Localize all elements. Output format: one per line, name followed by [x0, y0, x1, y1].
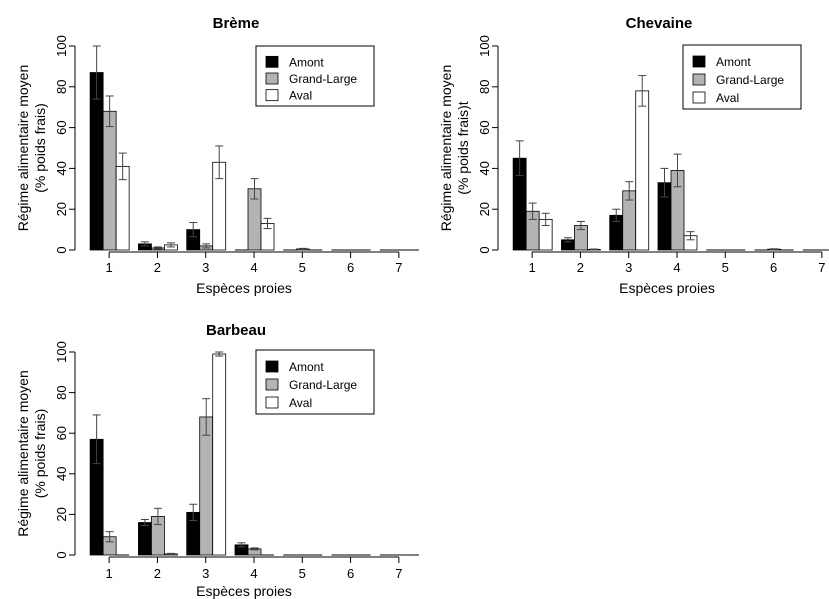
legend-swatch [265, 360, 279, 373]
x-tick-label: 1 [529, 260, 536, 275]
x-axis-label: Espèces proies [196, 583, 292, 599]
legend-swatch [692, 73, 706, 86]
x-tick-label: 7 [395, 260, 402, 275]
x-tick-label: 2 [154, 260, 161, 275]
x-tick-label: 3 [625, 260, 632, 275]
legend-label: Grand-Large [289, 378, 357, 392]
x-tick-label: 3 [202, 260, 209, 275]
x-tick-label: 1 [106, 566, 113, 581]
chart-title: Brème [213, 15, 260, 32]
x-tick-label: 2 [154, 566, 161, 581]
y-tick-label: 0 [54, 246, 69, 253]
x-axis-label: Espèces proies [196, 280, 292, 296]
legend-swatch [265, 89, 279, 102]
legend-label: Grand-Large [716, 73, 784, 87]
y-tick-label: 0 [54, 551, 69, 558]
bar [635, 90, 650, 251]
y-tick-label: 100 [54, 35, 69, 57]
x-tick-label: 5 [299, 260, 306, 275]
chart-panel: Barbeau 0 20 40 60 80 100 1 2 3 4 5 6 7 Espèces proies… [15, 322, 419, 599]
y-tick-label: 80 [477, 80, 492, 94]
legend-label: Aval [289, 89, 312, 103]
y-axis-label: Régime alimentaire moyen [15, 370, 31, 537]
x-tick-label: 4 [673, 260, 680, 275]
x-tick-label: 6 [347, 260, 354, 275]
bar [138, 522, 152, 556]
x-tick-label: 1 [106, 260, 113, 275]
y-axis-label: Régime alimentaire moyen [15, 65, 31, 232]
legend-label: Amont [289, 360, 324, 374]
x-tick-label: 7 [818, 260, 825, 275]
y-tick-label: 0 [477, 246, 492, 253]
y-tick-label: 100 [54, 341, 69, 363]
legend-label: Aval [289, 396, 312, 410]
chart-title: Barbeau [206, 322, 266, 339]
y-tick-label: 80 [54, 385, 69, 399]
y-tick-label: 20 [54, 507, 69, 521]
y-tick-label: 100 [477, 35, 492, 57]
y-tick-label: 20 [477, 202, 492, 216]
x-axis-label: Espèces proies [619, 280, 715, 296]
y-tick-label: 20 [54, 202, 69, 216]
x-tick-label: 6 [347, 566, 354, 581]
bar [212, 353, 227, 556]
x-tick-label: 5 [722, 260, 729, 275]
y-tick-label: 60 [54, 120, 69, 134]
legend-swatch [265, 55, 279, 68]
x-tick-label: 2 [577, 260, 584, 275]
legend-swatch [692, 55, 706, 68]
y-tick-label: 40 [54, 161, 69, 175]
x-tick-label: 3 [202, 566, 209, 581]
y-tick-label: 80 [54, 80, 69, 94]
legend-swatch [265, 72, 279, 85]
y-axis-label: (% poids frais)t [455, 101, 471, 194]
legend-label: Aval [716, 91, 739, 105]
legend: Amont Grand-Large Aval [682, 44, 802, 110]
x-tick-label: 4 [250, 260, 257, 275]
x-tick-label: 6 [770, 260, 777, 275]
y-tick-label: 40 [477, 161, 492, 175]
legend-swatch [265, 378, 279, 391]
x-tick-label: 5 [299, 566, 306, 581]
x-tick-label: 4 [250, 566, 257, 581]
legend-swatch [265, 396, 279, 409]
y-tick-label: 40 [54, 467, 69, 481]
chart-title: Chevaine [626, 15, 693, 32]
legend-label: Amont [716, 55, 751, 69]
y-axis-label: Régime alimentaire moyen [438, 65, 454, 232]
legend: Amont Grand-Large Aval [255, 45, 375, 107]
y-axis-label: (% poids frais) [32, 103, 48, 192]
bar [199, 416, 214, 556]
y-tick-label: 60 [477, 120, 492, 134]
legend-swatch [692, 91, 706, 104]
bar [102, 110, 117, 251]
x-tick-label: 7 [395, 566, 402, 581]
y-axis-label: (% poids frais) [32, 409, 48, 498]
legend: Amont Grand-Large Aval [255, 349, 375, 415]
chart-panel: Chevaine 0 20 40 60 80 100 1 2 3 4 5 6 7 Espèces proie… [438, 15, 829, 296]
legend-label: Amont [289, 55, 324, 69]
y-tick-label: 60 [54, 426, 69, 440]
chart-panel: Brème 0 20 40 60 80 100 1 2 3 4 5 6 7 Espèces proies Ré… [15, 15, 419, 296]
legend-label: Grand-Large [289, 72, 357, 86]
